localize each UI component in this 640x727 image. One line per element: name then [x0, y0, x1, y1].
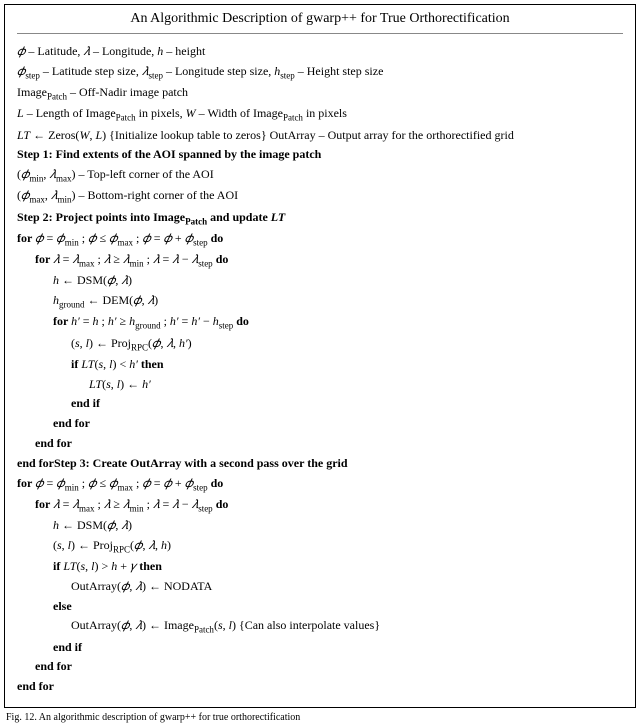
algo-line: end for — [17, 434, 623, 454]
algorithm-title: An Algorithmic Description of gwarp++ fo… — [17, 5, 623, 31]
algo-line: 𝜙 – Latitude, 𝜆 – Longitude, h – height — [17, 42, 623, 62]
algo-line: end if — [17, 394, 623, 414]
algo-line: ImagePatch – Off-Nadir image patch — [17, 83, 623, 104]
algo-line: end for — [17, 657, 623, 677]
algo-line: for h′ = h ; h′ ≥ hground ; h′ = h′ − hs… — [17, 312, 623, 333]
algo-line: (s, l) ← ProjRPC(𝜙, 𝜆, h′) — [17, 334, 623, 355]
algorithm-body: 𝜙 – Latitude, 𝜆 – Longitude, h – height𝜙… — [17, 42, 623, 697]
algo-line: LT(s, l) ← h′ — [17, 375, 623, 395]
algo-line: 𝜙step – Latitude step size, 𝜆step – Long… — [17, 62, 623, 83]
algo-line: (s, l) ← ProjRPC(𝜙, 𝜆, h) — [17, 536, 623, 557]
algo-line: end for — [17, 677, 623, 697]
algo-line: OutArray(𝜙, 𝜆) ← ImagePatch(s, l) {Can a… — [17, 616, 623, 637]
figure-caption: Fig. 12. An algorithmic description of g… — [0, 710, 640, 727]
algo-line: end forStep 3: Create OutArray with a se… — [17, 454, 623, 474]
algo-line: (𝜙max, 𝜆min) – Bottom-right corner of th… — [17, 186, 623, 207]
algo-line: LT ← Zeros(W, L) {Initialize lookup tabl… — [17, 126, 623, 146]
algo-line: OutArray(𝜙, 𝜆) ← NODATA — [17, 577, 623, 597]
algo-line: for 𝜆 = 𝜆max ; 𝜆 ≥ 𝜆min ; 𝜆 = 𝜆 − 𝜆step … — [17, 495, 623, 516]
algo-line: for 𝜙 = 𝜙min ; 𝜙 ≤ 𝜙max ; 𝜙 = 𝜙 + 𝜙step … — [17, 474, 623, 495]
algorithm-box: An Algorithmic Description of gwarp++ fo… — [4, 4, 636, 708]
algo-line: end for — [17, 414, 623, 434]
algo-line: h ← DSM(𝜙, 𝜆) — [17, 271, 623, 291]
algo-line: if LT(s, l) < h′ then — [17, 355, 623, 375]
algo-line: if LT(s, l) > h + 𝛾 then — [17, 557, 623, 577]
algo-line: for 𝜙 = 𝜙min ; 𝜙 ≤ 𝜙max ; 𝜙 = 𝜙 + 𝜙step … — [17, 229, 623, 250]
algo-line: end if — [17, 638, 623, 658]
algo-line: for 𝜆 = 𝜆max ; 𝜆 ≥ 𝜆min ; 𝜆 = 𝜆 − 𝜆step … — [17, 250, 623, 271]
title-rule — [17, 33, 623, 34]
algo-line: Step 2: Project points into ImagePatch a… — [17, 208, 623, 229]
algo-line: else — [17, 597, 623, 617]
algo-line: (𝜙min, 𝜆max) – Top-left corner of the AO… — [17, 165, 623, 186]
algo-line: Step 1: Find extents of the AOI spanned … — [17, 145, 623, 165]
algo-line: hground ← DEM(𝜙, 𝜆) — [17, 291, 623, 312]
algo-line: h ← DSM(𝜙, 𝜆) — [17, 516, 623, 536]
algo-line: L – Length of ImagePatch in pixels, W – … — [17, 104, 623, 125]
